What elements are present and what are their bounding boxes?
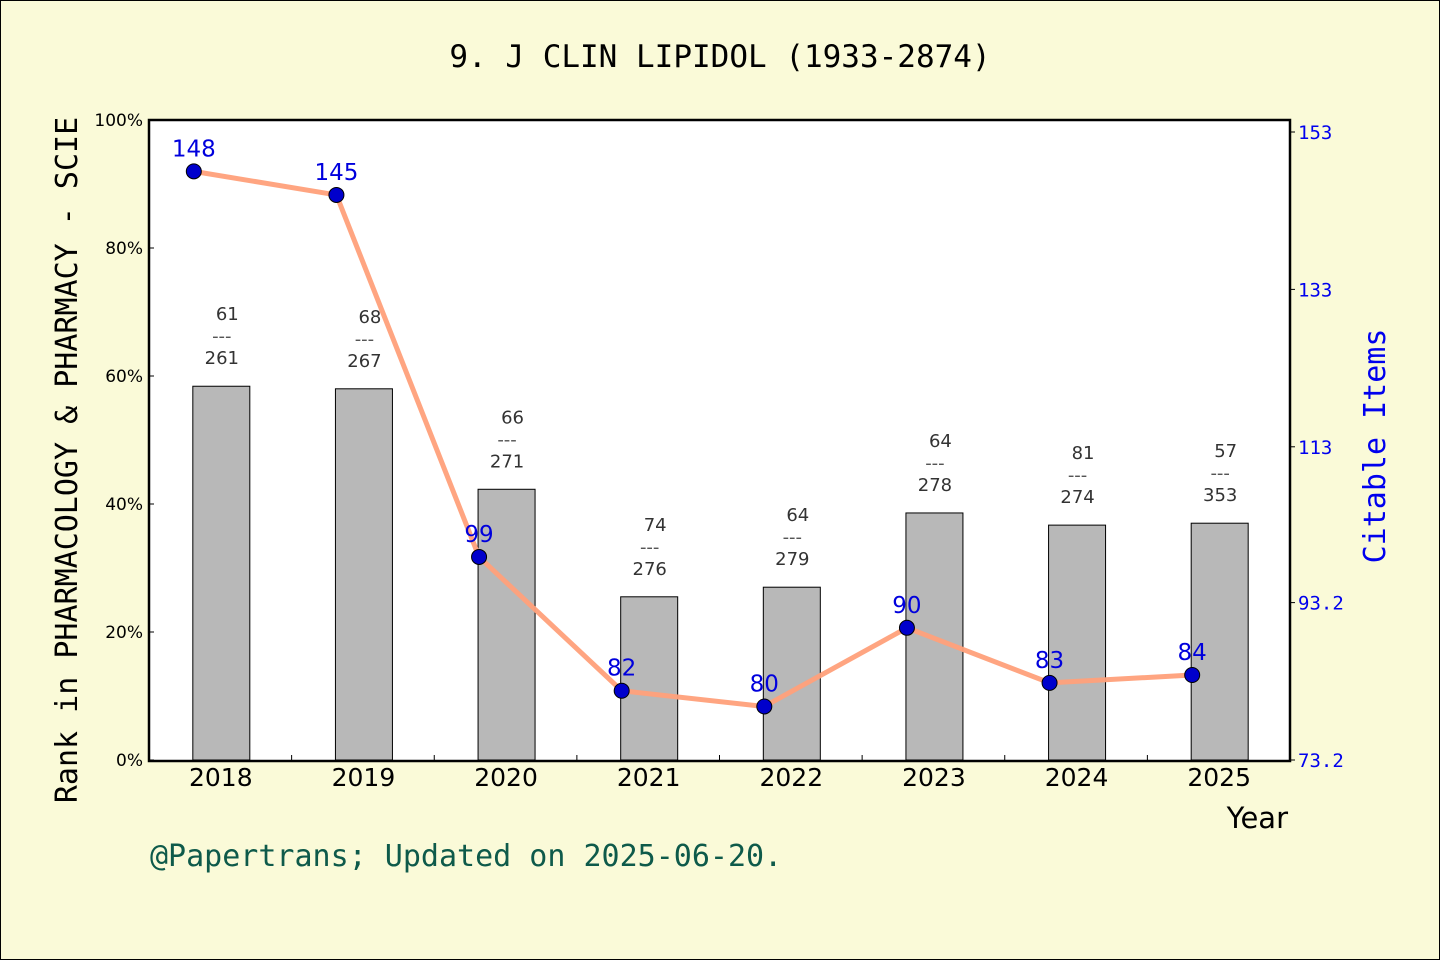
x-tick-label: 2019 <box>332 763 396 792</box>
line-value-label: 145 <box>314 160 358 186</box>
x-tick-label: 2018 <box>189 763 253 792</box>
line-marker-2023 <box>898 619 915 636</box>
bar-rank-label: 64 <box>929 431 952 452</box>
bar-total-label: 353 <box>1203 485 1237 506</box>
bar-2019 <box>334 388 393 761</box>
x-tick-label: 2023 <box>902 763 966 792</box>
line-value-label: 90 <box>892 593 921 619</box>
right-tick-label: 73.2 <box>1298 750 1344 772</box>
plot-border <box>147 118 1292 763</box>
bar-total-label: 274 <box>1060 487 1094 508</box>
bar-rank-label: 68 <box>358 307 381 328</box>
bar-total-label: 276 <box>633 559 667 580</box>
bar-total-label: 267 <box>347 351 381 372</box>
bar-rank-label: 66 <box>501 407 524 428</box>
line-value-label: 84 <box>1178 640 1207 666</box>
bar-2020 <box>477 488 536 761</box>
line-marker-2020 <box>471 548 488 565</box>
line-marker-2018 <box>185 163 202 180</box>
bar-separator-label: --- <box>497 429 517 450</box>
x-tick-label: 2021 <box>617 763 681 792</box>
left-tick-label: 40% <box>105 495 143 515</box>
chart-title: 9. J CLIN LIPIDOL (1933-2874) <box>449 39 990 75</box>
x-tick-label: 2020 <box>474 763 538 792</box>
line-value-label: 80 <box>750 671 779 697</box>
bar-separator-label: --- <box>783 527 803 548</box>
bar-2021 <box>620 596 679 761</box>
bar-rank-label: 81 <box>1072 443 1095 464</box>
right-tick-label: 153 <box>1298 122 1332 144</box>
left-tick-label: 0% <box>116 751 143 771</box>
x-tick-label: 2022 <box>760 763 824 792</box>
bar-separator-label: --- <box>1068 465 1088 486</box>
line-value-label: 148 <box>172 136 216 162</box>
line-marker-2025 <box>1184 667 1201 684</box>
line-value-label: 99 <box>464 522 493 548</box>
x-tick-label: 2025 <box>1187 763 1251 792</box>
left-tick-label: 100% <box>94 111 143 131</box>
plot-area <box>149 120 1290 761</box>
right-tick-label: 93.2 <box>1298 593 1344 615</box>
bar-2024 <box>1048 524 1107 761</box>
left-axis-label: Rank in PHARMACOLOGY & PHARMACY - SCIE <box>50 117 85 803</box>
bar-total-label: 271 <box>490 451 524 472</box>
line-value-label: 83 <box>1035 648 1064 674</box>
right-tick-label: 113 <box>1298 437 1332 459</box>
bar-rank-label: 74 <box>644 515 667 536</box>
line-value-label: 82 <box>607 656 636 682</box>
right-tick-label: 133 <box>1298 279 1332 301</box>
bar-rank-label: 57 <box>1214 441 1237 462</box>
bar-total-label: 279 <box>775 549 809 570</box>
left-tick-label: 80% <box>105 239 143 259</box>
bar-separator-label: --- <box>355 329 375 350</box>
bar-2018 <box>192 385 251 761</box>
bar-total-label: 261 <box>205 348 239 369</box>
right-axis-label: Citable Items <box>1358 329 1393 564</box>
bar-rank-label: 64 <box>786 505 809 526</box>
x-axis-label: Year <box>1226 801 1288 835</box>
bar-separator-label: --- <box>640 537 660 558</box>
line-marker-2021 <box>613 682 630 699</box>
left-tick-label: 20% <box>105 623 143 643</box>
line-marker-2024 <box>1041 674 1058 691</box>
bar-total-label: 278 <box>918 475 952 496</box>
bar-separator-label: --- <box>925 453 945 474</box>
bar-separator-label: --- <box>212 326 232 347</box>
bar-separator-label: --- <box>1210 463 1230 484</box>
line-marker-2022 <box>756 698 773 715</box>
x-tick-label: 2024 <box>1045 763 1109 792</box>
line-marker-2019 <box>328 186 345 203</box>
footer-credit: @Papertrans; Updated on 2025-06-20. <box>150 839 782 874</box>
bar-rank-label: 61 <box>216 304 239 325</box>
citable-items-line <box>193 168 1193 710</box>
left-tick-label: 60% <box>105 367 143 387</box>
